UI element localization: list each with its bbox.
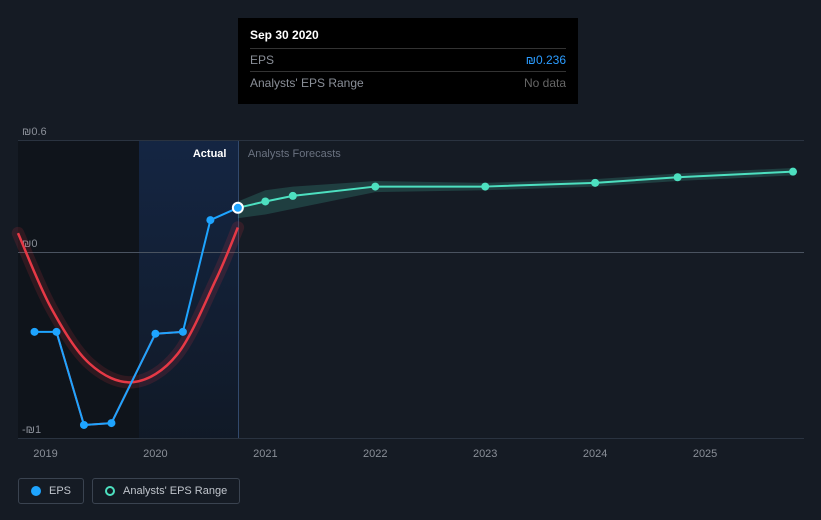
forecast-marker (789, 168, 797, 176)
eps-marker (151, 330, 159, 338)
legend-item[interactable]: EPS (18, 478, 84, 504)
x-axis-label: 2022 (363, 448, 387, 460)
eps-marker (30, 328, 38, 336)
legend-swatch (31, 486, 41, 496)
legend-swatch (105, 486, 115, 496)
tooltip-row-value: No data (524, 76, 566, 90)
tooltip-row-value: ₪0.236 (526, 53, 566, 67)
chart-plot (18, 118, 804, 438)
legend-label: EPS (49, 485, 71, 497)
forecast-marker (591, 179, 599, 187)
forecast-marker (481, 183, 489, 191)
x-axis-label: 2023 (473, 448, 497, 460)
tooltip-row: EPS₪0.236 (250, 49, 566, 72)
chart-legend: EPS Analysts' EPS Range (18, 478, 240, 504)
x-axis-label: 2021 (253, 448, 277, 460)
chart-tooltip: Sep 30 2020 EPS₪0.236Analysts' EPS Range… (238, 18, 578, 104)
tooltip-row-label: EPS (250, 53, 526, 67)
eps-line (34, 208, 237, 425)
x-axis-label: 2020 (143, 448, 167, 460)
tooltip-row-label: Analysts' EPS Range (250, 76, 524, 90)
x-axis-label: 2025 (693, 448, 717, 460)
gridline (18, 438, 804, 439)
x-axis-label: 2024 (583, 448, 607, 460)
eps-chart: ₪0.6₪0-₪1 2019202020212022202320242025 A… (18, 118, 804, 438)
forecast-marker (289, 192, 297, 200)
eps-marker (80, 421, 88, 429)
forecast-marker (371, 183, 379, 191)
legend-label: Analysts' EPS Range (123, 485, 227, 497)
tooltip-date: Sep 30 2020 (250, 28, 566, 49)
legend-item[interactable]: Analysts' EPS Range (92, 478, 240, 504)
eps-marker (206, 216, 214, 224)
tooltip-row: Analysts' EPS RangeNo data (250, 72, 566, 94)
x-axis-label: 2019 (33, 448, 57, 460)
current-point-marker (233, 203, 243, 213)
forecast-marker (674, 173, 682, 181)
forecast-marker (261, 197, 269, 205)
eps-marker (179, 328, 187, 336)
eps-marker (52, 328, 60, 336)
eps-marker (107, 419, 115, 427)
